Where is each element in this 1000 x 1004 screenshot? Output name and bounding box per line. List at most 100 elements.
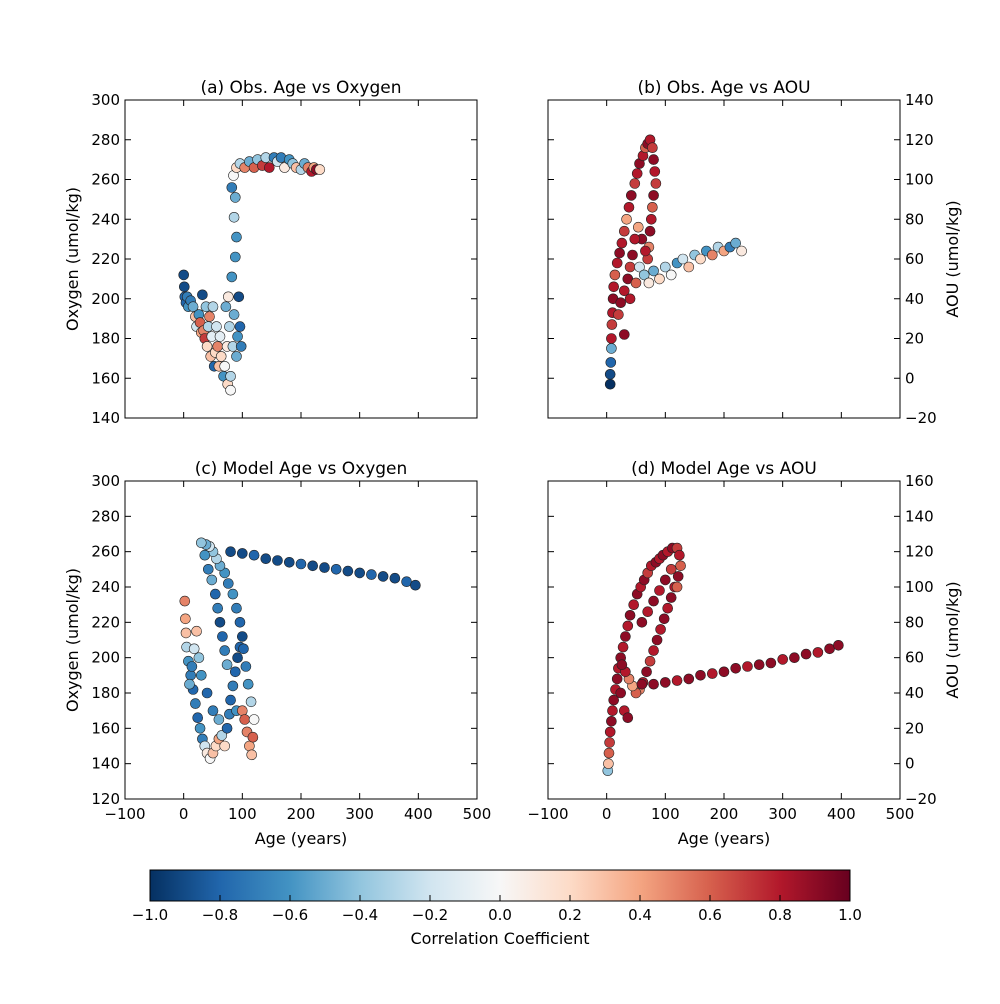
data-point (677, 253, 689, 265)
data-point (604, 368, 616, 380)
y-tick-label: 20 (905, 719, 924, 737)
y-tick-label: 280 (91, 131, 120, 149)
data-point (658, 613, 670, 625)
data-point (226, 182, 238, 193)
data-point (217, 631, 228, 642)
data-point (201, 341, 213, 352)
colorbar-tick-label: −0.2 (412, 906, 448, 924)
data-point (647, 202, 658, 213)
data-point (193, 652, 205, 664)
data-point (659, 574, 671, 586)
data-point (191, 625, 202, 637)
data-point (219, 740, 230, 752)
data-point (812, 647, 824, 658)
data-point (231, 602, 242, 614)
colorbar-tick-label: −0.8 (202, 906, 238, 924)
data-point (659, 261, 671, 273)
y-tick-label: 160 (91, 369, 120, 387)
data-point (605, 357, 617, 368)
data-point (187, 301, 199, 313)
data-point (607, 705, 618, 717)
data-point (225, 694, 236, 706)
data-point (246, 749, 257, 761)
colorbar-tick-label: 0.8 (768, 906, 792, 924)
data-point (226, 271, 238, 283)
data-point (204, 311, 215, 322)
y-tick-label: −20 (905, 790, 937, 808)
y-tick-label: 160 (905, 472, 934, 490)
data-point (671, 675, 683, 686)
x-tick-label: −100 (527, 805, 568, 823)
data-point (248, 549, 260, 561)
y-tick-label: 0 (905, 755, 915, 773)
data-point (611, 257, 623, 269)
data-point (237, 705, 248, 717)
data-point (314, 164, 326, 175)
data-point (203, 563, 214, 575)
data-point (765, 657, 777, 669)
data-point (225, 546, 236, 558)
data-point (215, 351, 227, 362)
y-tick-label: 0 (905, 369, 915, 387)
panel-b-title: (b) Obs. Age vs AOU (637, 78, 810, 98)
data-point (611, 673, 623, 685)
y-tick-label: 40 (905, 290, 924, 308)
data-point (622, 712, 634, 724)
y-tick-label: 240 (91, 578, 120, 596)
data-point (630, 277, 642, 289)
data-point (238, 643, 249, 655)
data-point (648, 265, 659, 277)
data-point (330, 563, 342, 575)
x-tick-label: 200 (710, 805, 739, 823)
colorbar-tick-label: −0.6 (272, 906, 308, 924)
data-point (665, 563, 677, 575)
colorbar-tick-label: −0.4 (342, 906, 378, 924)
data-point (648, 645, 659, 656)
panel-c-points (179, 537, 421, 764)
data-point (618, 329, 630, 340)
data-point (683, 673, 695, 685)
data-point (197, 289, 208, 301)
y-tick-label: 200 (91, 649, 120, 667)
data-point (245, 696, 257, 708)
x-tick-label: 100 (651, 805, 680, 823)
colorbar-tick-label: 0.2 (558, 906, 582, 924)
data-point (833, 639, 844, 651)
y-tick-label: 140 (905, 507, 934, 525)
data-point (615, 297, 627, 309)
data-point (621, 214, 632, 225)
data-point (263, 162, 275, 173)
data-point (624, 609, 636, 621)
data-point (234, 321, 246, 332)
data-point (638, 269, 650, 281)
data-point (648, 595, 659, 607)
data-point (221, 659, 233, 671)
data-point (180, 613, 191, 625)
data-point (214, 331, 226, 342)
x-tick-label: 200 (287, 805, 316, 823)
data-point (675, 560, 686, 572)
data-point (272, 555, 283, 566)
data-point (225, 370, 236, 382)
data-point (230, 666, 241, 678)
data-point (194, 722, 206, 734)
data-point (647, 142, 658, 153)
panel-a-title: (a) Obs. Age vs Oxygen (200, 78, 401, 98)
data-point (606, 333, 617, 344)
colorbar-ticks: −1.0 −0.8 −0.6 −0.4 −0.2 0.0 0.2 0.4 0.6 0.8 1.0 (132, 895, 862, 924)
y-tick-label: 20 (905, 330, 924, 348)
data-point (649, 166, 661, 177)
data-point (220, 301, 232, 313)
data-point (640, 245, 651, 257)
data-point (824, 643, 835, 655)
y-tick-label: 200 (91, 290, 120, 308)
y-tick-label: 220 (91, 250, 120, 268)
data-point (609, 269, 621, 281)
data-point (671, 581, 683, 593)
y-tick-label: 240 (91, 210, 120, 228)
x-tick-label: 0 (179, 805, 189, 823)
data-point (178, 269, 189, 281)
data-point (214, 616, 226, 628)
data-point (235, 341, 247, 352)
x-tick-label: 500 (886, 805, 915, 823)
